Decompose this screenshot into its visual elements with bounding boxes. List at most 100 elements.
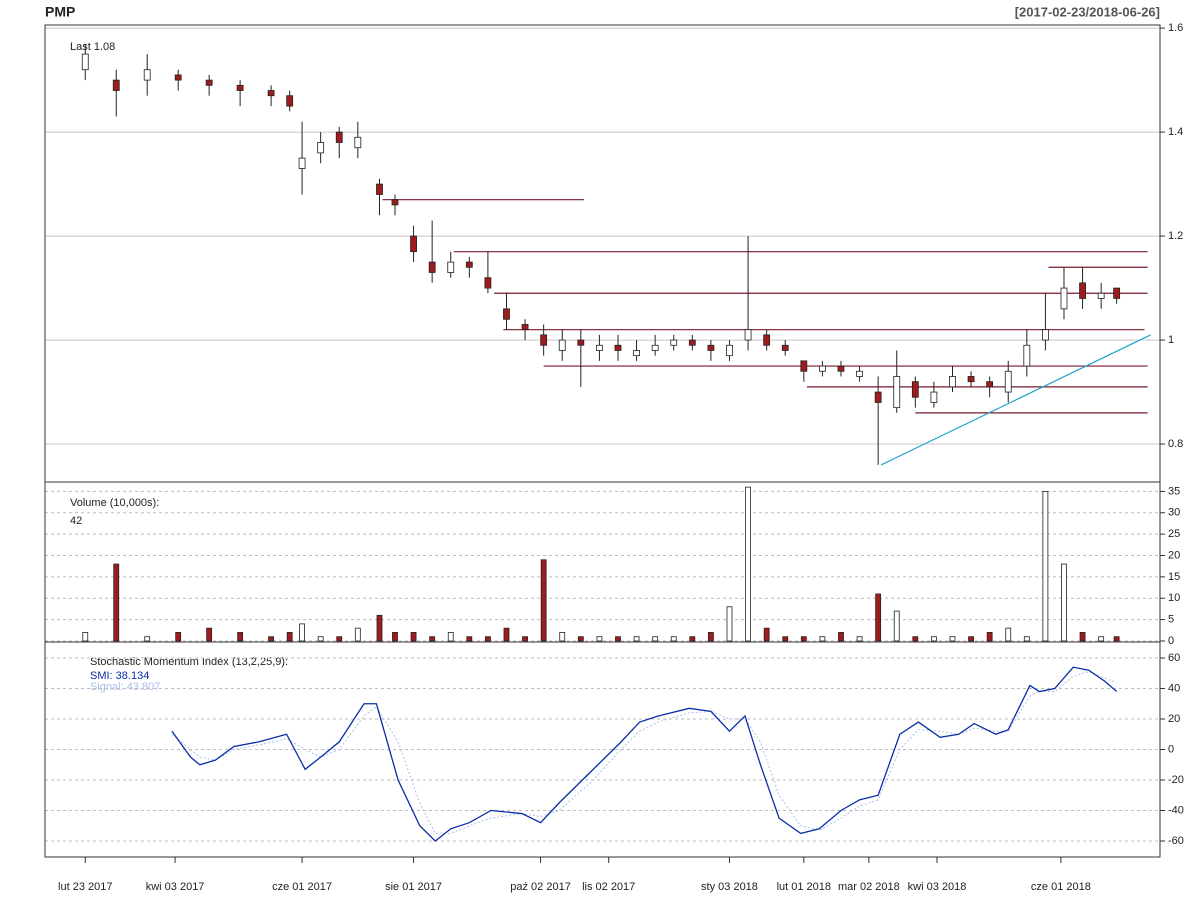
volume-bar xyxy=(354,627,361,642)
panel-frame xyxy=(44,641,1161,858)
candle-body xyxy=(112,79,120,91)
smi-legend: SMI: 38.134 xyxy=(90,670,149,682)
volume-bar xyxy=(596,636,603,642)
volume-bar xyxy=(1113,636,1120,642)
y-tick-label: 60 xyxy=(1168,652,1180,664)
volume-bar xyxy=(838,632,844,642)
volume-bar xyxy=(893,610,900,642)
candle-body xyxy=(558,339,566,351)
candle-body xyxy=(726,344,733,357)
candle-body xyxy=(317,142,325,154)
volume-bar xyxy=(175,632,182,642)
candle-body xyxy=(521,324,529,331)
volume-bar xyxy=(931,636,937,642)
trend-line xyxy=(880,334,1151,466)
candle-body xyxy=(911,381,919,398)
candle-body xyxy=(1023,344,1031,367)
candle-body xyxy=(577,339,585,346)
y-tick-label: -40 xyxy=(1168,804,1184,816)
candle-body xyxy=(949,376,956,388)
candle-body xyxy=(707,344,715,351)
y-tick-label: -60 xyxy=(1168,835,1184,847)
volume-bar xyxy=(559,632,566,642)
y-tick-label: 30 xyxy=(1168,507,1180,519)
candle-body xyxy=(376,183,383,195)
candle-body xyxy=(670,339,678,346)
candle-body xyxy=(856,370,863,377)
volume-bar xyxy=(652,636,659,642)
x-tick-label: cze 01 2018 xyxy=(1031,881,1091,893)
volume-bar xyxy=(268,636,274,642)
candle-body xyxy=(540,334,548,346)
candle-body xyxy=(837,365,845,372)
volume-bar xyxy=(708,632,714,642)
candle-body xyxy=(930,391,938,403)
candle-body xyxy=(1113,287,1121,299)
volume-bar xyxy=(670,636,677,642)
y-tick-label: 1.6 xyxy=(1168,22,1183,34)
y-tick-label: 0 xyxy=(1168,743,1174,755)
y-tick-label: 1.2 xyxy=(1168,230,1183,242)
volume-bar xyxy=(1023,636,1030,642)
volume-bar xyxy=(800,636,807,642)
x-tick-label: mar 02 2018 xyxy=(838,881,900,893)
date-range: [2017-02-23/2018-06-26] xyxy=(1015,4,1160,19)
volume-bar xyxy=(237,632,244,642)
volume-bar xyxy=(299,623,305,642)
candle-body xyxy=(763,334,771,346)
x-tick-label: lis 02 2017 xyxy=(582,881,635,893)
x-tick-label: sty 03 2018 xyxy=(701,881,758,893)
candle-body xyxy=(354,136,362,149)
candle-body xyxy=(651,344,659,351)
volume-bar xyxy=(336,636,343,642)
volume-bar xyxy=(485,636,491,642)
volume-bar xyxy=(503,627,510,642)
candle-body xyxy=(205,79,213,86)
volume-bar xyxy=(466,636,473,642)
volume-bar xyxy=(615,636,621,642)
candle-body xyxy=(781,344,789,351)
y-tick-label: -20 xyxy=(1168,774,1184,786)
candle-body xyxy=(174,74,182,81)
candle-body xyxy=(986,381,994,388)
volume-bar xyxy=(875,593,882,642)
candle-body xyxy=(1004,370,1012,393)
x-tick-label: sie 01 2017 xyxy=(385,881,442,893)
candle-body xyxy=(143,69,151,81)
volume-bar xyxy=(1005,627,1012,642)
last-price: Last 1.08 xyxy=(70,41,115,53)
volume-bar xyxy=(856,636,863,642)
volume-bar xyxy=(577,636,584,642)
chart-title: PMP xyxy=(45,4,75,20)
candle-body xyxy=(447,261,455,273)
candle-body xyxy=(614,344,622,351)
volume-bar xyxy=(206,627,213,642)
candle-body xyxy=(391,199,399,206)
volume-bar xyxy=(429,636,436,642)
volume-bar xyxy=(689,636,696,642)
x-tick-label: kwi 03 2017 xyxy=(146,881,205,893)
volume-last: 42 xyxy=(70,515,82,527)
volume-title: Volume (10,000s): xyxy=(70,497,159,509)
volume-bar xyxy=(1042,491,1049,642)
candle-body xyxy=(503,308,510,320)
y-tick-label: 0 xyxy=(1168,635,1174,647)
candle-body xyxy=(1042,329,1049,341)
smi-title: Stochastic Momentum Index (13,2,25,9): xyxy=(90,656,288,668)
y-tick-label: 15 xyxy=(1168,571,1180,583)
volume-bar xyxy=(763,627,770,642)
y-tick-label: 40 xyxy=(1168,682,1180,694)
volume-bar xyxy=(726,606,733,642)
y-tick-label: 5 xyxy=(1168,614,1174,626)
volume-bar xyxy=(819,636,826,642)
candle-body xyxy=(633,350,640,357)
candle-body xyxy=(335,131,343,143)
signal-legend: Signal: 43.807 xyxy=(90,681,160,693)
volume-bar xyxy=(286,632,293,642)
volume-bar xyxy=(82,632,89,642)
volume-bar xyxy=(392,632,398,642)
y-tick-label: 35 xyxy=(1168,485,1180,497)
volume-bar xyxy=(949,636,956,642)
